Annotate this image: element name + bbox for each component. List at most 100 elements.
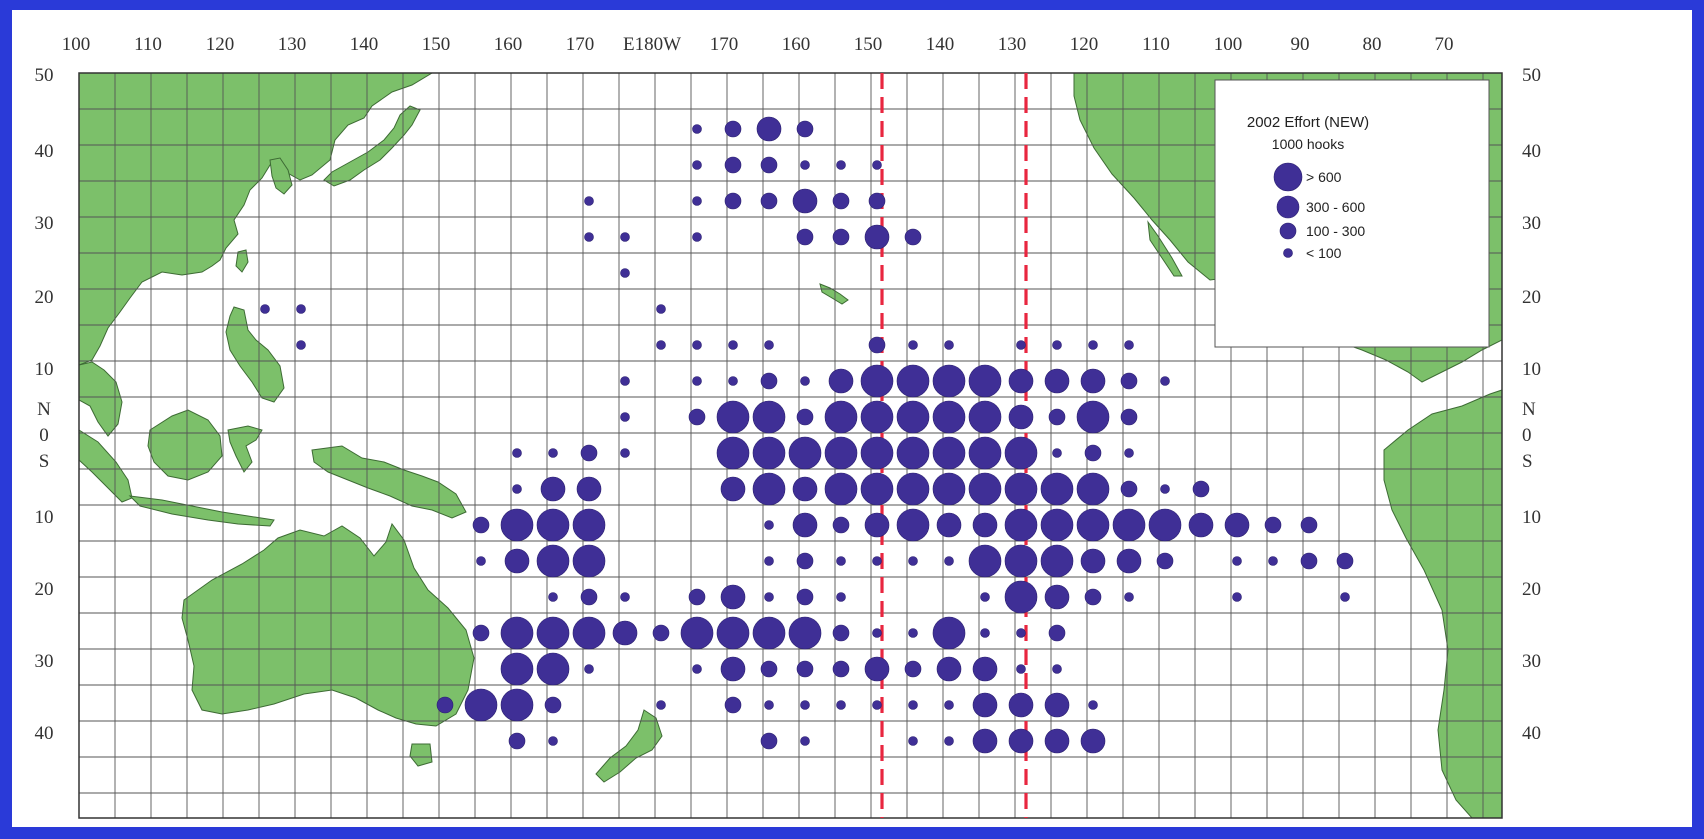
effort-dot (1088, 700, 1098, 710)
effort-dot (1084, 444, 1102, 462)
longitude-tick-label: 170 (566, 34, 595, 55)
latitude-tick-label: 50 (35, 65, 54, 86)
latitude-tick-label: 30 (1522, 213, 1541, 234)
effort-dot (1004, 580, 1038, 614)
effort-dot (1124, 592, 1134, 602)
longitude-tick-label: 150 (854, 34, 883, 55)
effort-dot (1004, 436, 1038, 470)
effort-dot (508, 732, 526, 750)
new-zealand-landmass (595, 709, 663, 783)
effort-dot (728, 376, 738, 386)
effort-dot (896, 436, 930, 470)
effort-dot (296, 304, 306, 314)
effort-dot (868, 192, 886, 210)
effort-dot (1076, 400, 1110, 434)
effort-dot (792, 512, 818, 538)
effort-dot (752, 616, 786, 650)
effort-dot (476, 556, 486, 566)
effort-dot (832, 192, 850, 210)
effort-dot (620, 448, 630, 458)
legend: 2002 Effort (NEW) 1000 hooks > 600 300 - … (1214, 79, 1490, 348)
effort-dot (872, 628, 882, 638)
effort-dot (536, 652, 570, 686)
effort-dot (936, 656, 962, 682)
effort-dot (1016, 664, 1026, 674)
latitude-ticks-left: 50 40 30 20 10 N 0 S 10 20 30 40 (35, 65, 54, 744)
japan-landmass (323, 105, 421, 187)
longitude-tick-label: 130 (278, 34, 307, 55)
effort-dot (972, 728, 998, 754)
effort-dot (1160, 376, 1170, 386)
effort-dot (688, 408, 706, 426)
latitude-tick-label: 10 (35, 359, 54, 380)
effort-dot (620, 268, 630, 278)
effort-dot (1124, 448, 1134, 458)
effort-dot (1268, 556, 1278, 566)
effort-dot (720, 584, 746, 610)
effort-dot (500, 652, 534, 686)
effort-dot (1016, 340, 1026, 350)
effort-dot (572, 508, 606, 542)
legend-class-label: 100 - 300 (1306, 223, 1365, 239)
latitude-tick-label: 50 (1522, 65, 1541, 86)
latitude-ticks-right: 50 40 30 20 10 N 0 S 10 20 30 40 (1522, 65, 1541, 744)
tasmania-landmass (409, 743, 433, 767)
effort-dot (1120, 408, 1138, 426)
effort-dot (1052, 448, 1062, 458)
legend-box (1214, 79, 1490, 348)
effort-dot (796, 660, 814, 678)
effort-dot (932, 616, 966, 650)
effort-dot (620, 232, 630, 242)
longitude-tick-label: 100 (1214, 34, 1243, 55)
latitude-tick-label: N (1522, 399, 1536, 420)
effort-dot (932, 472, 966, 506)
effort-dot (796, 588, 814, 606)
effort-dot (800, 160, 810, 170)
effort-dot (968, 436, 1002, 470)
effort-dot (536, 616, 570, 650)
effort-dot (1336, 552, 1354, 570)
effort-dot (972, 512, 998, 538)
borneo-landmass (147, 409, 223, 481)
effort-dot (1300, 552, 1318, 570)
longitude-tick-label: 160 (494, 34, 523, 55)
south-america-landmass (1383, 389, 1503, 819)
effort-dot (1004, 544, 1038, 578)
legend-class-label: 300 - 600 (1306, 199, 1365, 215)
longitude-tick-label: 70 (1435, 34, 1454, 55)
effort-dot (908, 628, 918, 638)
effort-dot (796, 120, 814, 138)
effort-dot (584, 232, 594, 242)
effort-dot (692, 160, 702, 170)
effort-dot (620, 412, 630, 422)
latitude-tick-label: 30 (1522, 651, 1541, 672)
effort-dot (836, 700, 846, 710)
effort-dot (860, 400, 894, 434)
effort-dot (968, 544, 1002, 578)
longitude-tick-label: 140 (926, 34, 955, 55)
effort-dot (764, 520, 774, 530)
effort-dot (824, 436, 858, 470)
effort-dot (724, 156, 742, 174)
effort-dot (724, 192, 742, 210)
effort-dot (832, 660, 850, 678)
effort-dot (932, 364, 966, 398)
australia-landmass (181, 522, 475, 727)
latitude-tick-label: 30 (35, 213, 54, 234)
asia-landmass (78, 72, 434, 366)
longitude-tick-label: 120 (1070, 34, 1099, 55)
effort-dot (860, 364, 894, 398)
legend-title: 2002 Effort (NEW) (1247, 114, 1369, 131)
effort-dot (1004, 472, 1038, 506)
effort-dot (1340, 592, 1350, 602)
effort-dot (536, 508, 570, 542)
effort-dot (908, 556, 918, 566)
effort-dot (796, 552, 814, 570)
effort-dot (932, 400, 966, 434)
effort-dot (872, 160, 882, 170)
effort-dot (1044, 692, 1070, 718)
effort-dot (752, 472, 786, 506)
effort-dot (692, 232, 702, 242)
effort-dot (500, 688, 534, 722)
effort-dot (692, 376, 702, 386)
